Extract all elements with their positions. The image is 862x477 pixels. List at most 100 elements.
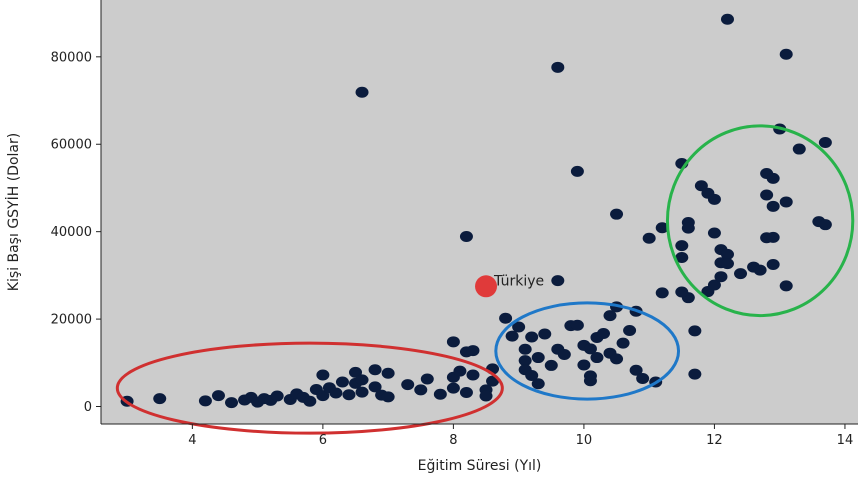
- cluster-ellipse: [665, 124, 855, 318]
- x-tick-label: 10: [576, 433, 593, 448]
- data-point: [720, 13, 734, 25]
- y-tick-label: 0: [84, 400, 92, 415]
- data-point: [446, 336, 460, 348]
- data-point: [623, 324, 637, 336]
- data-point: [518, 343, 532, 355]
- highlight-marker: [475, 275, 498, 298]
- data-point: [225, 397, 239, 409]
- y-tick-label: 60000: [51, 138, 92, 153]
- data-point: [688, 325, 702, 337]
- data-point: [499, 312, 513, 324]
- y-ticks: 0 20000 40000 60000 80000: [51, 50, 101, 415]
- cluster-ellipse: [494, 301, 681, 401]
- data-point: [720, 258, 734, 270]
- data-point: [655, 222, 669, 234]
- data-point: [518, 355, 532, 367]
- data-point: [303, 395, 317, 407]
- data-point: [792, 143, 806, 155]
- data-point: [329, 387, 343, 399]
- data-point: [153, 393, 167, 405]
- data-point: [459, 230, 473, 242]
- x-tick-label: 14: [837, 433, 854, 448]
- data-point: [525, 369, 539, 381]
- data-point: [368, 381, 382, 393]
- y-tick-label: 80000: [51, 50, 92, 65]
- data-point: [590, 352, 604, 364]
- x-tick-label: 6: [319, 433, 327, 448]
- data-point: [505, 330, 519, 342]
- data-point: [316, 369, 330, 381]
- data-point: [766, 231, 780, 243]
- y-tick-label: 20000: [51, 313, 92, 328]
- data-point: [342, 389, 356, 401]
- data-point: [538, 328, 552, 340]
- data-point: [335, 376, 349, 388]
- data-point: [466, 369, 480, 381]
- data-point: [583, 375, 597, 387]
- data-point: [688, 368, 702, 380]
- data-point: [636, 373, 650, 385]
- highlight-label: Türkiye: [493, 273, 544, 289]
- x-axis-label: Eğitim Süresi (Yıl): [418, 458, 542, 474]
- data-point: [707, 279, 721, 291]
- x-tick-label: 8: [449, 433, 457, 448]
- data-point: [270, 390, 284, 402]
- data-point: [675, 240, 689, 252]
- data-point: [355, 386, 369, 398]
- data-point: [355, 86, 369, 98]
- data-point: [433, 388, 447, 400]
- data-point: [610, 353, 624, 365]
- data-point: [818, 136, 832, 148]
- data-point: [616, 337, 630, 349]
- data-point: [459, 387, 473, 399]
- data-point: [466, 345, 480, 357]
- data-point: [760, 189, 774, 201]
- data-point: [531, 352, 545, 364]
- x-tick-label: 12: [706, 433, 723, 448]
- data-point: [720, 248, 734, 260]
- data-point: [642, 232, 656, 244]
- data-point: [714, 271, 728, 283]
- data-point: [551, 61, 565, 73]
- data-point: [512, 321, 526, 333]
- data-point: [675, 286, 689, 298]
- data-point: [557, 348, 571, 360]
- data-point: [479, 390, 493, 402]
- x-ticks: 4 6 8 10 12 14: [188, 424, 853, 448]
- data-point: [707, 193, 721, 205]
- data-point: [368, 364, 382, 376]
- data-points: [120, 13, 832, 409]
- plot-background: [101, 0, 858, 424]
- cluster-ellipses: [115, 124, 855, 435]
- highlight-point: Türkiye: [475, 273, 544, 298]
- data-point: [381, 391, 395, 403]
- data-point: [766, 258, 780, 270]
- data-point: [603, 310, 617, 322]
- data-point: [596, 328, 610, 340]
- data-point: [766, 172, 780, 184]
- y-tick-label: 40000: [51, 225, 92, 240]
- data-point: [453, 365, 467, 377]
- data-point: [544, 359, 558, 371]
- data-point: [753, 264, 767, 276]
- data-point: [779, 196, 793, 208]
- data-point: [583, 343, 597, 355]
- data-point: [211, 390, 225, 402]
- cluster-ellipse: [115, 341, 504, 435]
- axes: 4 6 8 10 12 14 0 20000 40000 60000 80000: [51, 0, 858, 448]
- data-point: [381, 367, 395, 379]
- data-point: [401, 379, 415, 391]
- data-point: [570, 319, 584, 331]
- data-point: [734, 268, 748, 280]
- data-point: [610, 208, 624, 220]
- data-point: [655, 287, 669, 299]
- data-point: [525, 331, 539, 343]
- data-point: [414, 384, 428, 396]
- data-point: [198, 395, 212, 407]
- data-point: [779, 48, 793, 60]
- y-axis-label: Kişi Başı GSYİH (Dolar): [4, 133, 22, 291]
- data-point: [675, 251, 689, 263]
- data-point: [681, 222, 695, 234]
- data-point: [766, 200, 780, 212]
